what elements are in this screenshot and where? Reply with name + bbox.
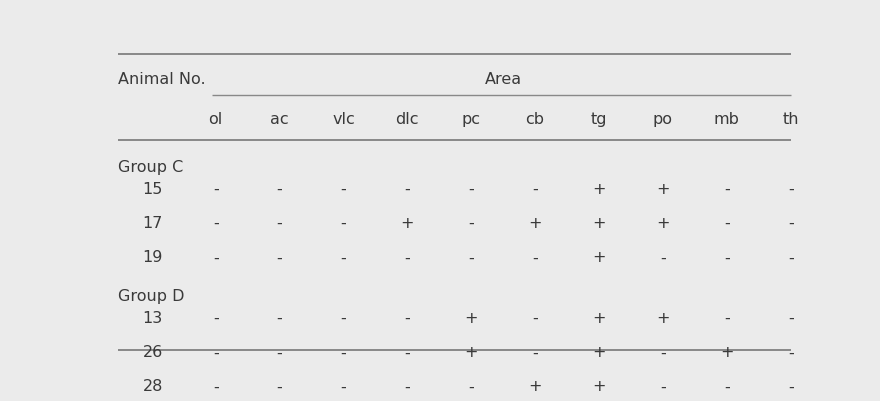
- Text: +: +: [465, 310, 478, 326]
- Text: -: -: [724, 250, 730, 265]
- Text: +: +: [465, 344, 478, 359]
- Text: -: -: [405, 310, 410, 326]
- Text: po: po: [653, 111, 673, 127]
- Text: cb: cb: [525, 111, 545, 127]
- Text: 17: 17: [143, 216, 163, 231]
- Text: -: -: [405, 250, 410, 265]
- Text: -: -: [341, 344, 347, 359]
- Text: -: -: [532, 250, 538, 265]
- Text: +: +: [656, 216, 670, 231]
- Text: +: +: [592, 216, 605, 231]
- Text: -: -: [341, 250, 347, 265]
- Text: -: -: [724, 216, 730, 231]
- Text: -: -: [276, 250, 282, 265]
- Text: -: -: [341, 216, 347, 231]
- Text: +: +: [400, 216, 414, 231]
- Text: +: +: [592, 310, 605, 326]
- Text: Area: Area: [485, 71, 522, 87]
- Text: tg: tg: [590, 111, 607, 127]
- Text: Animal No.: Animal No.: [118, 71, 206, 87]
- Text: -: -: [213, 216, 218, 231]
- Text: -: -: [788, 250, 794, 265]
- Text: -: -: [213, 344, 218, 359]
- Text: -: -: [341, 379, 347, 393]
- Text: -: -: [532, 182, 538, 197]
- Text: -: -: [532, 310, 538, 326]
- Text: -: -: [405, 344, 410, 359]
- Text: -: -: [405, 379, 410, 393]
- Text: -: -: [468, 182, 474, 197]
- Text: th: th: [782, 111, 799, 127]
- Text: -: -: [788, 344, 794, 359]
- Text: dlc: dlc: [396, 111, 419, 127]
- Text: +: +: [720, 344, 734, 359]
- Text: -: -: [724, 182, 730, 197]
- Text: -: -: [660, 250, 666, 265]
- Text: +: +: [592, 379, 605, 393]
- Text: +: +: [592, 182, 605, 197]
- Text: -: -: [405, 182, 410, 197]
- Text: ol: ol: [209, 111, 223, 127]
- Text: -: -: [276, 310, 282, 326]
- Text: 19: 19: [143, 250, 163, 265]
- Text: -: -: [213, 182, 218, 197]
- Text: vlc: vlc: [332, 111, 355, 127]
- Text: +: +: [528, 379, 542, 393]
- Text: -: -: [660, 379, 666, 393]
- Text: -: -: [788, 182, 794, 197]
- Text: -: -: [213, 250, 218, 265]
- Text: -: -: [788, 216, 794, 231]
- Text: +: +: [528, 216, 542, 231]
- Text: Group C: Group C: [118, 160, 183, 174]
- Text: +: +: [592, 250, 605, 265]
- Text: -: -: [276, 182, 282, 197]
- Text: -: -: [213, 310, 218, 326]
- Text: pc: pc: [462, 111, 480, 127]
- Text: -: -: [724, 379, 730, 393]
- Text: -: -: [341, 310, 347, 326]
- Text: 26: 26: [143, 344, 163, 359]
- Text: -: -: [468, 216, 474, 231]
- Text: -: -: [724, 310, 730, 326]
- Text: -: -: [788, 310, 794, 326]
- Text: -: -: [468, 250, 474, 265]
- Text: 15: 15: [143, 182, 163, 197]
- Text: ac: ac: [270, 111, 289, 127]
- Text: -: -: [788, 379, 794, 393]
- Text: +: +: [656, 182, 670, 197]
- Text: -: -: [532, 344, 538, 359]
- Text: -: -: [341, 182, 347, 197]
- Text: 28: 28: [143, 379, 163, 393]
- Text: -: -: [468, 379, 474, 393]
- Text: -: -: [276, 379, 282, 393]
- Text: +: +: [592, 344, 605, 359]
- Text: -: -: [213, 379, 218, 393]
- Text: 13: 13: [143, 310, 163, 326]
- Text: Group D: Group D: [118, 288, 185, 303]
- Text: -: -: [660, 344, 666, 359]
- Text: -: -: [276, 216, 282, 231]
- Text: +: +: [656, 310, 670, 326]
- Text: -: -: [276, 344, 282, 359]
- Text: mb: mb: [714, 111, 740, 127]
